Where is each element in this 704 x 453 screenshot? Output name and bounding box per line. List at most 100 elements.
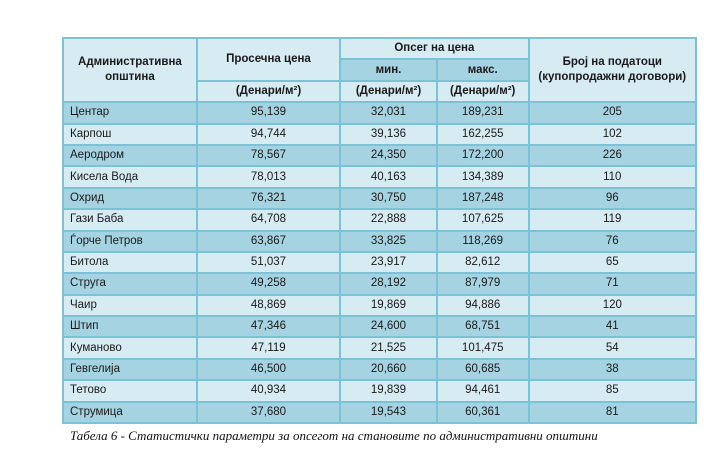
- cell-avg-price: 51,037: [195, 250, 342, 275]
- cell-municipality: Охрид: [62, 186, 198, 211]
- cell-min-price: 19,839: [339, 379, 438, 403]
- cell-count: 41: [527, 315, 698, 339]
- table-row: Ѓорче Петров 63,867 33,825 118,269 76: [62, 229, 698, 253]
- table-caption: Табела 6 - Статистички параметри за опсе…: [70, 428, 598, 443]
- cell-min-price: 28,192: [339, 272, 438, 296]
- cell-avg-price: 76,321: [195, 186, 342, 211]
- cell-max-price: 162,255: [435, 122, 530, 146]
- cell-min-price: 30,750: [339, 186, 438, 211]
- header-avg-price: Просечна цена: [195, 37, 342, 82]
- cell-count: 226: [527, 143, 698, 168]
- cell-avg-price: 64,708: [195, 208, 342, 232]
- cell-max-price: 172,200: [435, 143, 530, 168]
- table-row: Струга 49,258 28,192 87,979 71: [62, 272, 698, 296]
- cell-min-price: 33,825: [339, 229, 438, 253]
- cell-avg-price: 40,934: [195, 379, 342, 403]
- cell-count: 96: [527, 186, 698, 211]
- cell-count: 85: [527, 379, 698, 403]
- cell-min-price: 20,660: [339, 357, 438, 382]
- cell-municipality: Гази Баба: [62, 208, 198, 232]
- table-row: Аеродром 78,567 24,350 172,200 226: [62, 143, 698, 168]
- statistics-table: Административна општина Просечна цена Оп…: [62, 36, 698, 425]
- cell-avg-price: 63,867: [195, 229, 342, 253]
- cell-min-price: 24,350: [339, 143, 438, 168]
- table-row: Центар 95,139 32,031 189,231 205: [62, 101, 698, 125]
- cell-count: 102: [527, 122, 698, 146]
- cell-max-price: 60,361: [435, 400, 530, 425]
- header-count: Број на податоци (купопродажни договори): [527, 36, 698, 104]
- cell-max-price: 107,625: [435, 208, 530, 232]
- cell-max-price: 68,751: [435, 315, 530, 339]
- cell-avg-price: 48,869: [195, 293, 342, 318]
- header-price-range: Опсег на цена: [339, 36, 530, 61]
- cell-min-price: 24,600: [339, 315, 438, 339]
- cell-municipality: Центар: [62, 101, 198, 125]
- cell-count: 119: [527, 208, 698, 232]
- cell-avg-price: 46,500: [195, 357, 342, 382]
- cell-count: 205: [527, 101, 698, 125]
- table-row: Гази Баба 64,708 22,888 107,625 119: [62, 208, 698, 232]
- cell-avg-price: 78,013: [195, 165, 342, 189]
- cell-municipality: Ѓорче Петров: [62, 229, 198, 253]
- cell-max-price: 94,461: [435, 379, 530, 403]
- cell-municipality: Тетово: [62, 379, 198, 403]
- cell-count: 38: [527, 357, 698, 382]
- cell-municipality: Чаир: [62, 293, 198, 318]
- table-row: Кисела Вода 78,013 40,163 134,389 110: [62, 165, 698, 189]
- cell-max-price: 101,475: [435, 336, 530, 360]
- cell-min-price: 19,869: [339, 293, 438, 318]
- cell-municipality: Битола: [62, 250, 198, 275]
- cell-min-price: 39,136: [339, 122, 438, 146]
- cell-avg-price: 95,139: [195, 101, 342, 125]
- cell-count: 71: [527, 272, 698, 296]
- table-row: Карпош 94,744 39,136 162,255 102: [62, 122, 698, 146]
- table-row: Чаир 48,869 19,869 94,886 120: [62, 293, 698, 318]
- cell-municipality: Куманово: [62, 336, 198, 360]
- cell-municipality: Аеродром: [62, 143, 198, 168]
- cell-avg-price: 49,258: [195, 272, 342, 296]
- cell-municipality: Карпош: [62, 122, 198, 146]
- cell-count: 110: [527, 165, 698, 189]
- header-min: мин.: [339, 58, 438, 82]
- cell-municipality: Штип: [62, 315, 198, 339]
- header-max: макс.: [435, 58, 530, 82]
- table-row: Охрид 76,321 30,750 187,248 96: [62, 186, 698, 211]
- cell-min-price: 21,525: [339, 336, 438, 360]
- table-row: Штип 47,346 24,600 68,751 41: [62, 315, 698, 339]
- table-row: Куманово 47,119 21,525 101,475 54: [62, 336, 698, 360]
- table-row: Струмица 37,680 19,543 60,361 81: [62, 400, 698, 425]
- cell-count: 54: [527, 336, 698, 360]
- cell-max-price: 87,979: [435, 272, 530, 296]
- cell-avg-price: 78,567: [195, 143, 342, 168]
- cell-avg-price: 47,119: [195, 336, 342, 360]
- cell-municipality: Струмица: [62, 400, 198, 425]
- cell-max-price: 187,248: [435, 186, 530, 211]
- cell-min-price: 19,543: [339, 400, 438, 425]
- cell-municipality: Струга: [62, 272, 198, 296]
- header-unit-avg: (Денари/м²): [195, 79, 342, 104]
- cell-min-price: 32,031: [339, 101, 438, 125]
- header-municipality: Административна општина: [62, 36, 198, 104]
- cell-count: 120: [527, 293, 698, 318]
- table-row: Тетово 40,934 19,839 94,461 85: [62, 379, 698, 403]
- cell-municipality: Гевгелија: [62, 357, 198, 382]
- cell-min-price: 40,163: [339, 165, 438, 189]
- cell-count: 65: [527, 250, 698, 275]
- cell-max-price: 134,389: [435, 165, 530, 189]
- cell-max-price: 189,231: [435, 101, 530, 125]
- cell-max-price: 94,886: [435, 293, 530, 318]
- cell-max-price: 118,269: [435, 229, 530, 253]
- cell-count: 76: [527, 229, 698, 253]
- cell-count: 81: [527, 400, 698, 425]
- table-row: Гевгелија 46,500 20,660 60,685 38: [62, 357, 698, 382]
- cell-min-price: 23,917: [339, 250, 438, 275]
- cell-min-price: 22,888: [339, 208, 438, 232]
- cell-avg-price: 94,744: [195, 122, 342, 146]
- cell-avg-price: 37,680: [195, 400, 342, 425]
- header-unit-min: (Денари/м²): [339, 79, 438, 104]
- table-row: Битола 51,037 23,917 82,612 65: [62, 250, 698, 275]
- cell-max-price: 60,685: [435, 357, 530, 382]
- cell-max-price: 82,612: [435, 250, 530, 275]
- cell-municipality: Кисела Вода: [62, 165, 198, 189]
- header-unit-max: (Денари/м²): [435, 79, 530, 104]
